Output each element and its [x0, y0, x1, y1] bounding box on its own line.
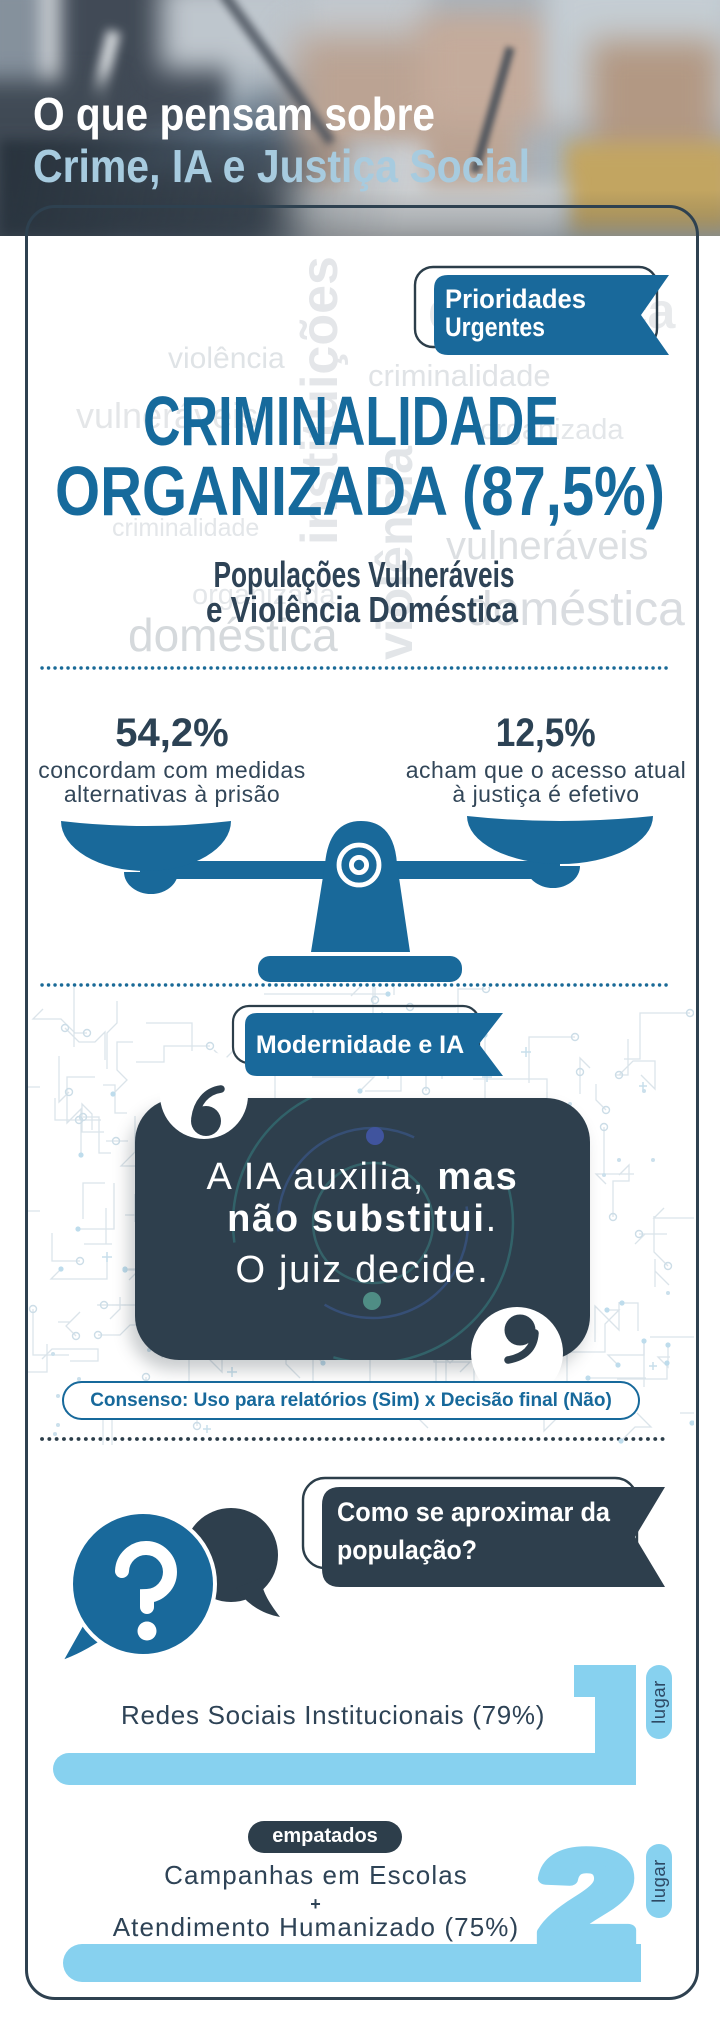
svg-text:Modernidade e IA: Modernidade e IA [256, 1031, 464, 1059]
svg-text:Populações Vulneráveis: Populações Vulneráveis [214, 554, 515, 595]
svg-text:ORGANIZADA (87,5%): ORGANIZADA (87,5%) [55, 452, 665, 530]
svg-text:população?: população? [337, 1535, 477, 1565]
svg-text:Crime, IA e Justiça Social: Crime, IA e Justiça Social [33, 140, 530, 192]
svg-text:e Violência Doméstica: e Violência Doméstica [206, 589, 519, 630]
svg-text:CRIMINALIDADE: CRIMINALIDADE [143, 382, 559, 460]
svg-text:O que pensam sobre: O que pensam sobre [33, 88, 435, 140]
svg-text:Urgentes: Urgentes [445, 312, 545, 342]
svg-text:2: 2 [539, 1840, 635, 1973]
svg-text:Como se aproximar da: Como se aproximar da [337, 1497, 611, 1527]
svg-text:Prioridades: Prioridades [445, 284, 586, 314]
